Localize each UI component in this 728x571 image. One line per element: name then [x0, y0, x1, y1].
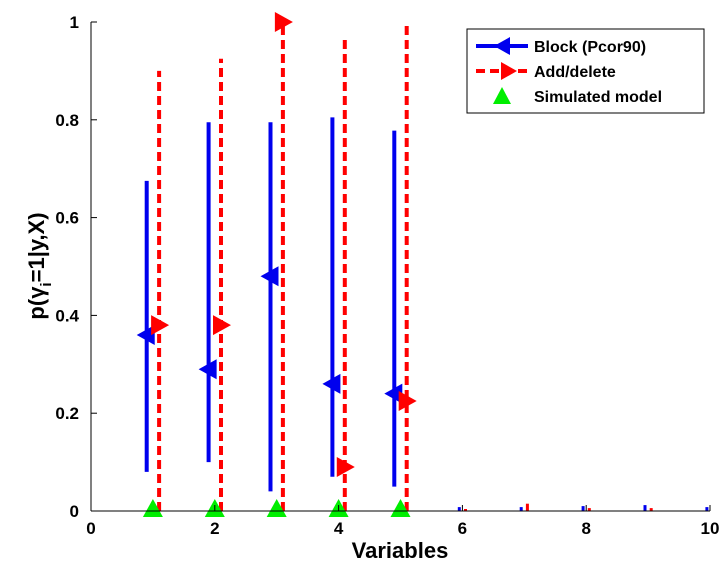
- marker-simulated-5: [390, 499, 411, 517]
- marker-add-delete-4: [336, 456, 355, 477]
- legend-label-add-delete: Add/delete: [534, 64, 616, 81]
- legend-label-block: Block (Pcor90): [534, 39, 646, 56]
- y-axis-label-main: p(γ: [24, 286, 49, 320]
- legend-marker-block: [494, 37, 510, 55]
- legend-item-simulated: Simulated model: [493, 87, 662, 106]
- y-tick-label-0.2: 0.2: [55, 404, 79, 423]
- legend-item-add-delete: Add/delete: [476, 62, 616, 81]
- y-axis-label: p(γi=1|y,X): [24, 212, 55, 319]
- plot-area: [136, 12, 709, 517]
- axes: 0 2 4 6 8 10 0 0.2 0.4 0.6 0.8 1: [55, 13, 719, 538]
- x-tick-label-8: 8: [581, 519, 590, 538]
- x-tick-label-6: 6: [458, 519, 467, 538]
- y-tick-label-0.6: 0.6: [55, 209, 79, 228]
- x-tick-label-4: 4: [334, 519, 344, 538]
- x-tick-label-0: 0: [86, 519, 95, 538]
- marker-block-4: [322, 373, 341, 394]
- x-axis-label: Variables: [352, 538, 449, 563]
- x-tick-label-10: 10: [701, 519, 720, 538]
- y-tick-label-0.8: 0.8: [55, 111, 79, 130]
- marker-add-delete-1: [151, 315, 170, 336]
- marker-add-delete-2: [212, 315, 231, 336]
- x-tick-label-2: 2: [210, 519, 219, 538]
- marker-block-3: [260, 266, 279, 287]
- marker-block-2: [198, 359, 217, 380]
- legend-marker-simulated: [493, 87, 511, 104]
- legend: Block (Pcor90) Add/delete Simulated mode…: [466, 28, 705, 114]
- marker-add-delete-3: [274, 12, 293, 32]
- marker-simulated-3: [266, 499, 287, 517]
- marker-block-5: [384, 383, 403, 404]
- y-tick-label-0: 0: [70, 502, 79, 521]
- marker-block-1: [136, 324, 155, 345]
- y-tick-label-1: 1: [70, 13, 79, 32]
- marker-simulated-1: [142, 499, 163, 517]
- legend-item-block: Block (Pcor90): [476, 37, 646, 56]
- y-axis-label-rest: =1|y,X): [24, 212, 49, 282]
- marker-add-delete-5: [398, 390, 417, 411]
- y-tick-label-0.4: 0.4: [55, 306, 79, 325]
- legend-marker-add-delete: [501, 62, 517, 80]
- y-axis-label-subscript: i: [38, 282, 55, 286]
- legend-label-simulated: Simulated model: [534, 89, 662, 106]
